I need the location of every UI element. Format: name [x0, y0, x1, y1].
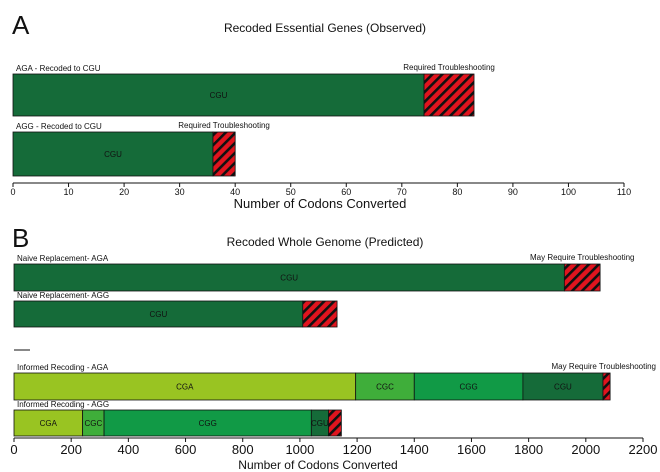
- segment-label: CGU: [554, 383, 572, 392]
- bar-segment-cgu: [12, 131, 214, 177]
- x-tick-label: 10: [64, 187, 74, 197]
- x-tick-label: 20: [119, 187, 129, 197]
- x-tick-label: 2000: [571, 442, 600, 457]
- bar-segment-cgu: [13, 300, 304, 328]
- row-label: AGA - Recoded to CGU: [16, 64, 101, 73]
- segment-label: CGU: [210, 91, 228, 100]
- segment-label: CGA: [176, 383, 194, 392]
- x-tick-label: 1000: [285, 442, 314, 457]
- x-tick-label: 2200: [629, 442, 658, 457]
- bar-segment-cgu: [522, 372, 604, 401]
- troubleshooting-segment: [423, 73, 475, 117]
- segment-label: CGC: [376, 383, 394, 392]
- panel-b-x-axis: 0 200 400 600 800 1000 1200 1400 1600 1800 2000 220…: [10, 437, 658, 457]
- segment-label: CGA: [40, 419, 58, 428]
- bar-segment-cgu: [12, 73, 425, 117]
- troubleshooting-annotation: Required Troubleshooting: [178, 121, 270, 130]
- troubleshooting-annotation: May Require Troubleshooting: [551, 362, 656, 371]
- x-tick-label: 1400: [400, 442, 429, 457]
- x-tick-label: 800: [232, 442, 254, 457]
- panel-b-bars: Naive Replacement- AGA CGU May Require Tro…: [13, 253, 656, 437]
- panel-a-x-axis-label: Number of Codons Converted: [234, 196, 407, 211]
- panel-a-title: Recoded Essential Genes (Observed): [224, 21, 426, 35]
- segment-label: CGG: [459, 383, 477, 392]
- row-label: Naive Replacement- AGG: [17, 291, 109, 300]
- x-tick-label: 110: [617, 187, 631, 197]
- x-tick-label: 70: [397, 187, 407, 197]
- troubleshooting-segment: [602, 372, 611, 401]
- x-tick-label: 90: [508, 187, 518, 197]
- panel-b-title: Recoded Whole Genome (Predicted): [227, 235, 424, 249]
- row-label: Informed Recoding - AGA: [17, 363, 109, 372]
- x-tick-label: 60: [341, 187, 351, 197]
- row-label: AGG - Recoded to CGU: [16, 122, 102, 131]
- troubleshooting-segment: [563, 263, 601, 292]
- panel-b-x-axis-label: Number of Codons Converted: [238, 458, 397, 472]
- bar-segment-cgc: [355, 372, 415, 401]
- bar-segment-cga: [13, 372, 357, 401]
- bar-segment-cgg: [413, 372, 524, 401]
- segment-label: CGU: [311, 419, 329, 428]
- bar-segment-cga: [13, 409, 84, 437]
- troubleshooting-segment: [212, 131, 236, 177]
- troubleshooting-segment: [328, 409, 342, 437]
- panel-b: B Recoded Whole Genome (Predicted) Naive…: [10, 223, 657, 472]
- segment-label: CGU: [104, 150, 122, 159]
- segment-label: CGU: [149, 310, 167, 319]
- x-tick-label: 0: [10, 187, 15, 197]
- segment-label: CGG: [199, 419, 217, 428]
- x-tick-label: 600: [175, 442, 197, 457]
- x-tick-label: 1600: [457, 442, 486, 457]
- x-tick-label: 50: [286, 187, 296, 197]
- x-tick-label: 100: [561, 187, 576, 197]
- bar-segment-cgg: [103, 409, 312, 437]
- panel-a-x-axis: 0 10 20 30 40 50 60 70 80 90 100 110: [10, 182, 631, 197]
- x-tick-label: 200: [60, 442, 82, 457]
- x-tick-label: 80: [452, 187, 462, 197]
- segment-label: CGC: [84, 419, 102, 428]
- row-label: Naive Replacement- AGA: [17, 254, 109, 263]
- x-tick-label: 30: [175, 187, 185, 197]
- panel-a: A Recoded Essential Genes (Observed) AGA…: [10, 10, 631, 211]
- troubleshooting-segment: [302, 300, 338, 328]
- x-tick-label: 1200: [343, 442, 372, 457]
- panel-b-label: B: [12, 223, 29, 253]
- x-tick-label: 0: [10, 442, 17, 457]
- troubleshooting-annotation: May Require Troubleshooting: [530, 253, 635, 262]
- x-tick-label: 1800: [514, 442, 543, 457]
- x-tick-label: 400: [118, 442, 140, 457]
- bar-segment-cgu: [13, 263, 565, 292]
- panel-a-label: A: [12, 10, 30, 40]
- segment-label: CGU: [280, 274, 298, 283]
- troubleshooting-annotation: Required Troubleshooting: [403, 63, 495, 72]
- panel-a-bars: AGA - Recoded to CGU CGU Required Troubles…: [12, 63, 495, 177]
- row-label: Informed Recoding - AGG: [17, 400, 109, 409]
- x-tick-label: 40: [230, 187, 240, 197]
